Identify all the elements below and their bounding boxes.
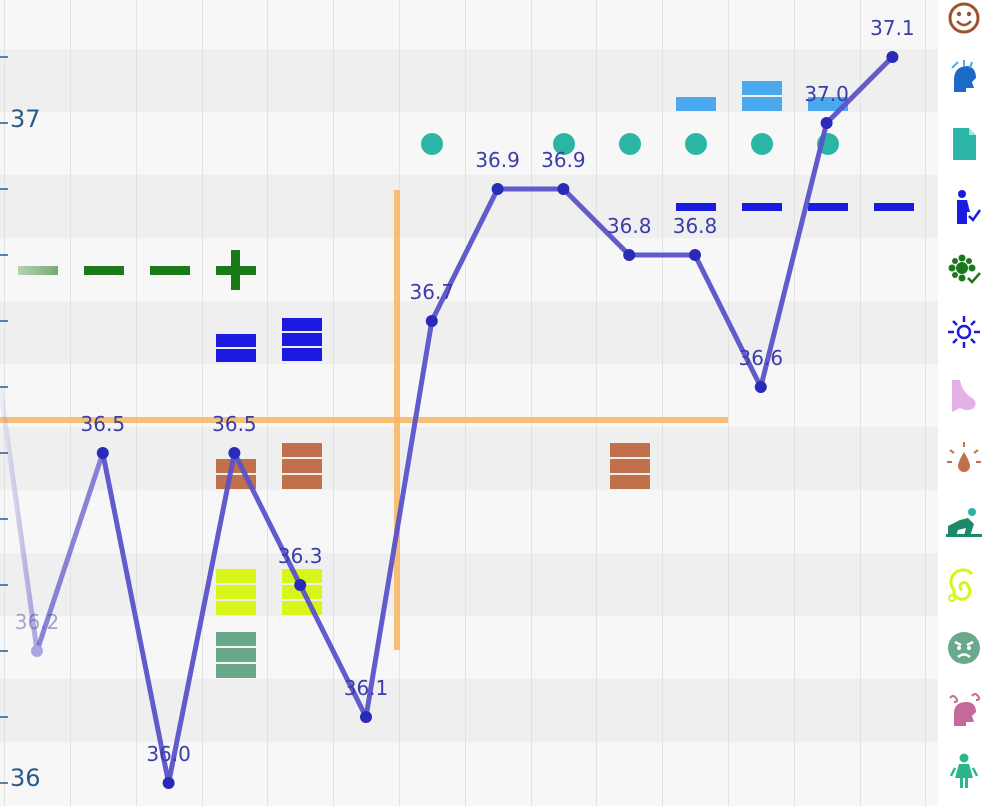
teal-dot-marker[interactable] [751,133,773,155]
row-stripe [0,175,940,238]
blue-dash-marker[interactable] [742,203,782,211]
green-dash-marker[interactable] [150,266,190,275]
temperature-point[interactable] [886,51,899,63]
temperature-label: 36.8 [607,214,652,238]
series-segment [231,450,303,588]
teal-dots-row [421,133,839,155]
series-segment [692,252,764,390]
row-stripes [0,49,940,742]
y-axis-label-bottom: 36 [10,764,41,792]
series-segment [758,120,830,390]
light-blue-bar-marker[interactable] [676,97,716,111]
green-dash-marker[interactable] [18,266,58,275]
temperature-label: 36.9 [541,148,586,172]
blue-dash-marker[interactable] [808,203,848,211]
temperature-label: 36.9 [475,148,520,172]
temperature-label: 36.8 [673,214,718,238]
temperature-label: 36.1 [344,676,389,700]
temperature-point[interactable] [820,117,833,129]
temperature-label: 36.0 [146,742,191,766]
series-segment [100,450,172,786]
series-segment [429,186,501,324]
light-blue-bar-marker[interactable] [742,81,782,111]
yellow-bar-marker[interactable] [216,569,256,615]
teal-dot-marker[interactable] [619,133,641,155]
temperature-label: 37.1 [870,16,915,40]
exercise-icon[interactable] [946,508,982,537]
breast-icon[interactable] [952,380,976,412]
sage-bars-row [216,632,256,678]
series-segment [824,54,895,126]
temperature-label: 36.2 [15,610,60,634]
series-segment-lead [0,384,40,652]
y-axis-label-top: 37 [10,105,41,133]
blue-bar-marker[interactable] [216,334,256,362]
mood-smiley-icon[interactable] [948,2,980,34]
blue-dash-marker[interactable] [676,203,716,211]
temperature-point[interactable] [425,315,438,327]
spiral-icon[interactable] [948,568,974,602]
series-segment [560,186,632,258]
temperature-point[interactable] [360,711,372,723]
drop-icon[interactable] [947,442,981,472]
light-blue-bars-row [676,81,848,111]
temperature-point[interactable] [96,447,109,459]
cervical-fluid-row [18,250,256,290]
teal-dot-marker[interactable] [685,133,707,155]
woman-icon[interactable] [949,753,979,789]
green-plus-marker[interactable] [216,250,256,290]
brown-bar-marker[interactable] [610,443,650,489]
temperature-point[interactable] [228,447,241,459]
head-icon[interactable] [951,60,976,92]
brown-bar-marker[interactable] [282,443,322,489]
flower-check-icon[interactable] [948,254,981,284]
temperature-label: 36.5 [212,412,257,436]
series-segment [297,582,369,720]
document-icon[interactable] [953,128,976,160]
series-segment [166,450,237,786]
row-stripe [0,553,940,616]
temperature-label: 36.3 [278,544,323,568]
teal-dot-marker[interactable] [421,133,443,155]
temperature-point[interactable] [623,249,636,261]
temperature-label: 36.7 [410,280,455,304]
blue-dashes-row [676,203,914,211]
pregnancy-test-icon[interactable] [957,190,982,224]
sage-bar-marker[interactable] [216,632,256,678]
series-segment [34,450,106,654]
blue-bar-marker[interactable] [282,318,322,361]
temperature-point[interactable] [754,381,767,393]
temperature-point[interactable] [689,249,701,261]
temperature-point[interactable] [294,579,307,591]
temperature-point[interactable] [162,777,175,789]
row-stripe [0,679,940,742]
row-stripe [0,49,940,112]
temperature-point[interactable] [491,183,504,195]
sparkle-icon[interactable] [948,316,980,348]
row-stripe [0,301,940,364]
temperature-point[interactable] [31,645,43,657]
temperature-label: 36.6 [739,346,784,370]
temperature-point[interactable] [557,183,570,195]
temperature-label: 36.5 [81,412,126,436]
temperature-series: 36.2 36.5 36.0 36.5 36.3 36.1 36.7 36.9 36.9 36.8… [0,16,915,789]
green-dash-marker[interactable] [84,266,124,275]
side-icon-bar [946,2,982,789]
blue-bars-row [216,318,322,362]
angry-face-icon[interactable] [948,632,980,664]
blue-dash-marker[interactable] [874,203,914,211]
light-blue-bar-marker[interactable] [808,97,848,111]
row-stripe [0,427,940,490]
series-segment [363,318,435,720]
dizzy-person-icon[interactable] [949,693,981,726]
temperature-label: 37.0 [804,82,849,106]
teal-dot-marker[interactable] [553,133,575,155]
